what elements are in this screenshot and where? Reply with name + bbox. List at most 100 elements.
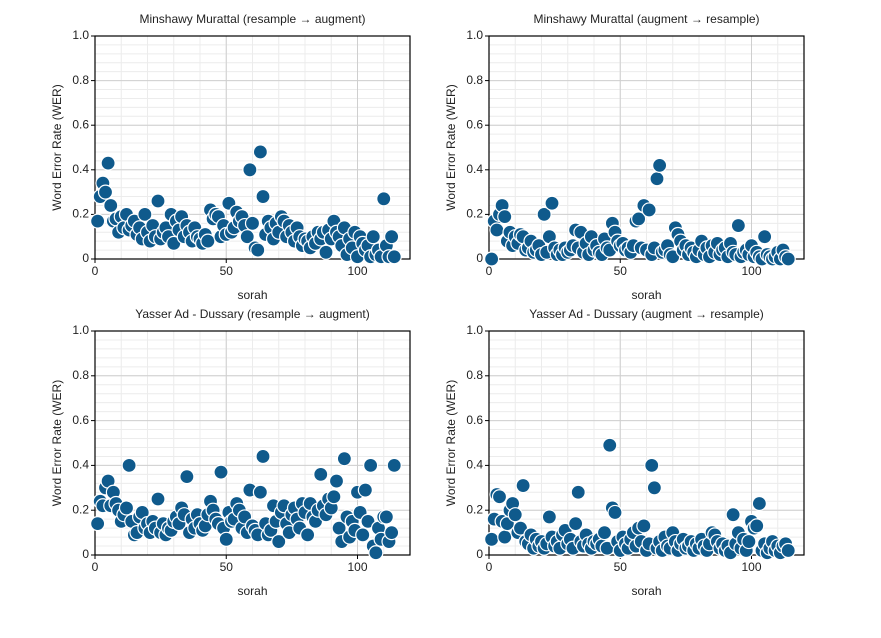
point bbox=[384, 524, 400, 541]
point bbox=[644, 457, 660, 473]
x-tick-label: 0 bbox=[92, 560, 99, 574]
point bbox=[118, 500, 135, 516]
point bbox=[607, 504, 623, 521]
point bbox=[103, 197, 119, 214]
point bbox=[749, 518, 765, 534]
point bbox=[218, 531, 234, 547]
x-tick-label: 100 bbox=[741, 560, 761, 574]
point bbox=[491, 489, 508, 505]
point bbox=[365, 229, 381, 245]
point bbox=[255, 448, 271, 465]
point bbox=[318, 244, 334, 260]
point bbox=[497, 209, 513, 225]
point bbox=[137, 206, 153, 222]
point bbox=[376, 191, 392, 207]
subplot: 0 0.2 0.4 0.6 0.8 1.0 0 50 100 Yasser Ad - Dussar… bbox=[50, 307, 411, 598]
chart-title: Minshawy Murattal (resample → augment) bbox=[139, 12, 365, 26]
y-tick-label: 1.0 bbox=[466, 323, 483, 337]
point bbox=[97, 184, 114, 200]
point bbox=[602, 437, 618, 453]
point bbox=[497, 529, 513, 545]
point bbox=[244, 215, 261, 231]
point bbox=[239, 229, 255, 245]
x-tick-label: 50 bbox=[220, 264, 234, 278]
point bbox=[368, 545, 384, 561]
point bbox=[570, 484, 586, 500]
x-tick-label: 0 bbox=[92, 264, 99, 278]
x-axis-label: sorah bbox=[237, 584, 267, 598]
point bbox=[386, 457, 402, 473]
point bbox=[515, 477, 531, 494]
point bbox=[649, 171, 665, 187]
point bbox=[568, 516, 584, 532]
y-tick-label: 0.8 bbox=[72, 368, 89, 382]
point bbox=[507, 507, 523, 523]
point bbox=[328, 473, 345, 489]
y-tick-label: 0.8 bbox=[72, 73, 89, 87]
point bbox=[242, 162, 258, 178]
point bbox=[636, 518, 652, 534]
x-axis-label: sorah bbox=[631, 584, 661, 598]
chart-title: Minshawy Murattal (augment → resample) bbox=[533, 12, 759, 26]
point bbox=[357, 482, 373, 498]
point bbox=[255, 188, 271, 205]
x-tick-label: 50 bbox=[614, 560, 628, 574]
x-axis-label: sorah bbox=[237, 288, 267, 302]
point bbox=[252, 144, 268, 160]
point bbox=[484, 251, 500, 267]
subplot: 0 0.2 0.4 0.6 0.8 1.0 0 50 100 Yasser Ad - Dussar… bbox=[444, 307, 805, 598]
point bbox=[90, 516, 106, 532]
y-tick-label: 0.2 bbox=[72, 502, 89, 516]
point bbox=[386, 249, 402, 265]
point bbox=[100, 155, 116, 171]
point bbox=[179, 469, 195, 485]
point bbox=[757, 229, 773, 245]
point bbox=[378, 509, 394, 525]
point bbox=[326, 489, 342, 505]
y-tick-label: 0.8 bbox=[466, 73, 483, 87]
y-tick-label: 0 bbox=[476, 547, 483, 561]
y-axis-label: Word Error Rate (WER) bbox=[444, 380, 458, 506]
y-axis-label: Word Error Rate (WER) bbox=[444, 84, 458, 210]
x-tick-label: 0 bbox=[486, 264, 493, 278]
point bbox=[200, 233, 216, 249]
y-tick-label: 1.0 bbox=[72, 323, 89, 337]
point bbox=[541, 509, 557, 525]
y-axis-label: Word Error Rate (WER) bbox=[50, 380, 64, 506]
point bbox=[121, 457, 137, 473]
point bbox=[596, 524, 613, 541]
y-tick-label: 0.2 bbox=[72, 207, 89, 221]
x-tick-label: 50 bbox=[220, 560, 234, 574]
point bbox=[252, 484, 268, 500]
chart-title: Yasser Ad - Dussary (resample → augment) bbox=[135, 307, 370, 321]
y-tick-label: 1.0 bbox=[466, 28, 483, 42]
point bbox=[150, 491, 166, 507]
point bbox=[741, 533, 757, 550]
y-tick-label: 0 bbox=[476, 251, 483, 265]
point bbox=[489, 222, 505, 238]
point bbox=[363, 457, 379, 473]
plot-frame bbox=[94, 35, 411, 260]
point bbox=[652, 157, 668, 173]
point bbox=[536, 206, 552, 222]
point bbox=[300, 527, 316, 543]
y-tick-label: 0.6 bbox=[466, 413, 483, 427]
y-tick-label: 0.6 bbox=[466, 117, 483, 131]
x-tick-label: 100 bbox=[347, 560, 367, 574]
point bbox=[725, 507, 741, 523]
point bbox=[271, 533, 287, 550]
point bbox=[631, 211, 647, 227]
point bbox=[780, 542, 796, 559]
point bbox=[730, 217, 746, 234]
point bbox=[751, 495, 767, 512]
point bbox=[313, 466, 329, 482]
y-tick-label: 0.2 bbox=[466, 502, 483, 516]
y-tick-label: 0.4 bbox=[466, 162, 483, 176]
point bbox=[150, 193, 166, 209]
y-tick-label: 0.4 bbox=[72, 458, 89, 472]
y-tick-label: 0.8 bbox=[466, 368, 483, 382]
y-tick-label: 0.6 bbox=[72, 117, 89, 131]
point bbox=[544, 195, 560, 211]
y-tick-label: 0 bbox=[82, 251, 89, 265]
